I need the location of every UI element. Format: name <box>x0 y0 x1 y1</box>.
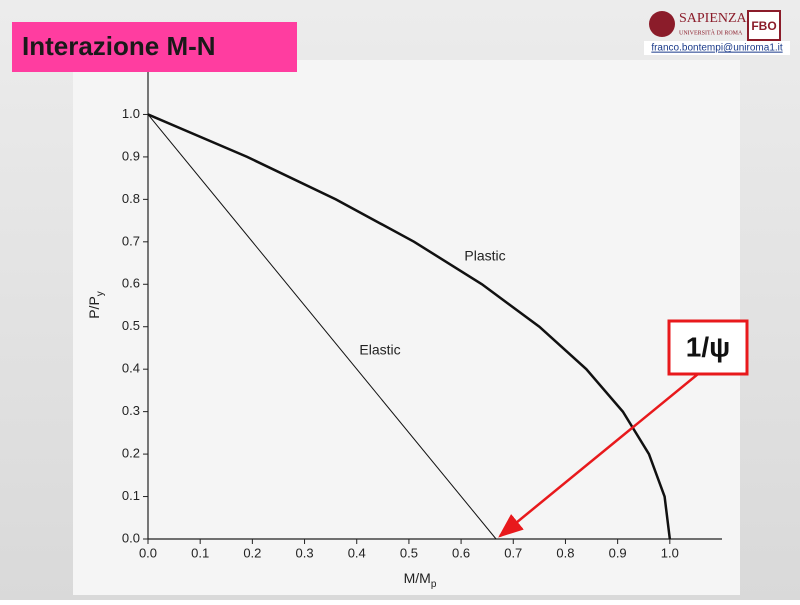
title-box <box>12 22 297 72</box>
x-tick-label: 0.7 <box>504 545 522 560</box>
x-tick-label: 0.2 <box>243 545 261 560</box>
series-label: Plastic <box>464 248 505 264</box>
annotation-box <box>667 319 749 376</box>
x-tick-label: 1.0 <box>661 545 679 560</box>
logo: SAPIENZA UNIVERSITÀ DI ROMA FBO franco.b… <box>644 10 790 55</box>
logo-mark-box <box>747 10 781 41</box>
x-tick-label: 0.5 <box>400 545 418 560</box>
x-tick-label: 0.4 <box>348 545 366 560</box>
y-tick-label: 0.8 <box>122 191 140 206</box>
logo-name: SAPIENZA <box>679 11 748 26</box>
email-box <box>644 41 790 55</box>
y-tick-label: 0.2 <box>122 446 140 461</box>
y-tick-label: 0.6 <box>122 276 140 291</box>
x-tick-label: 0.6 <box>452 545 470 560</box>
series-line <box>147 113 672 540</box>
x-tick-label: 0.0 <box>139 545 157 560</box>
annotation-text: 1/ψ <box>686 331 730 362</box>
y-axis-label-main: P/P <box>86 296 102 319</box>
y-tick-label: 0.0 <box>122 530 140 545</box>
y-tick-label: 0.3 <box>122 403 140 418</box>
y-tick-label: 0.9 <box>122 148 140 163</box>
y-tick-label: 0.7 <box>122 233 140 248</box>
series-label: Elastic <box>359 342 400 358</box>
y-axis-label: P/Py <box>86 291 106 319</box>
x-tick-label: 0.3 <box>296 545 314 560</box>
slide-title: Interazione M-N <box>22 31 216 61</box>
y-tick-label: 0.1 <box>122 488 140 503</box>
logo-subtitle: UNIVERSITÀ DI ROMA <box>679 28 743 36</box>
x-axis-label: M/Mp <box>404 570 437 590</box>
y-tick-label: 0.5 <box>122 318 140 333</box>
series-line <box>147 114 497 540</box>
chart-area <box>73 60 740 595</box>
email-link[interactable]: franco.bontempi@uniroma1.it <box>651 43 783 54</box>
logo-mark: FBO <box>751 19 776 33</box>
plot: 0.0 0.1 0.2 0.3 0.4 0.5 0.6 0.7 0.8 0.9 1.0 0.0 0.1 0… <box>86 72 749 590</box>
x-tick-label: 0.9 <box>609 545 627 560</box>
x-axis-label-main: M/M <box>404 570 431 586</box>
x-axis-label-sub: p <box>431 579 437 590</box>
y-axis-label-sub: y <box>95 291 106 296</box>
x-tick-label: 0.1 <box>191 545 209 560</box>
y-tick-label: 1.0 <box>122 106 140 121</box>
annotation-arrow <box>498 373 699 538</box>
y-tick-label: 0.4 <box>122 361 140 376</box>
logo-crest <box>649 11 675 37</box>
x-tick-label: 0.8 <box>556 545 574 560</box>
